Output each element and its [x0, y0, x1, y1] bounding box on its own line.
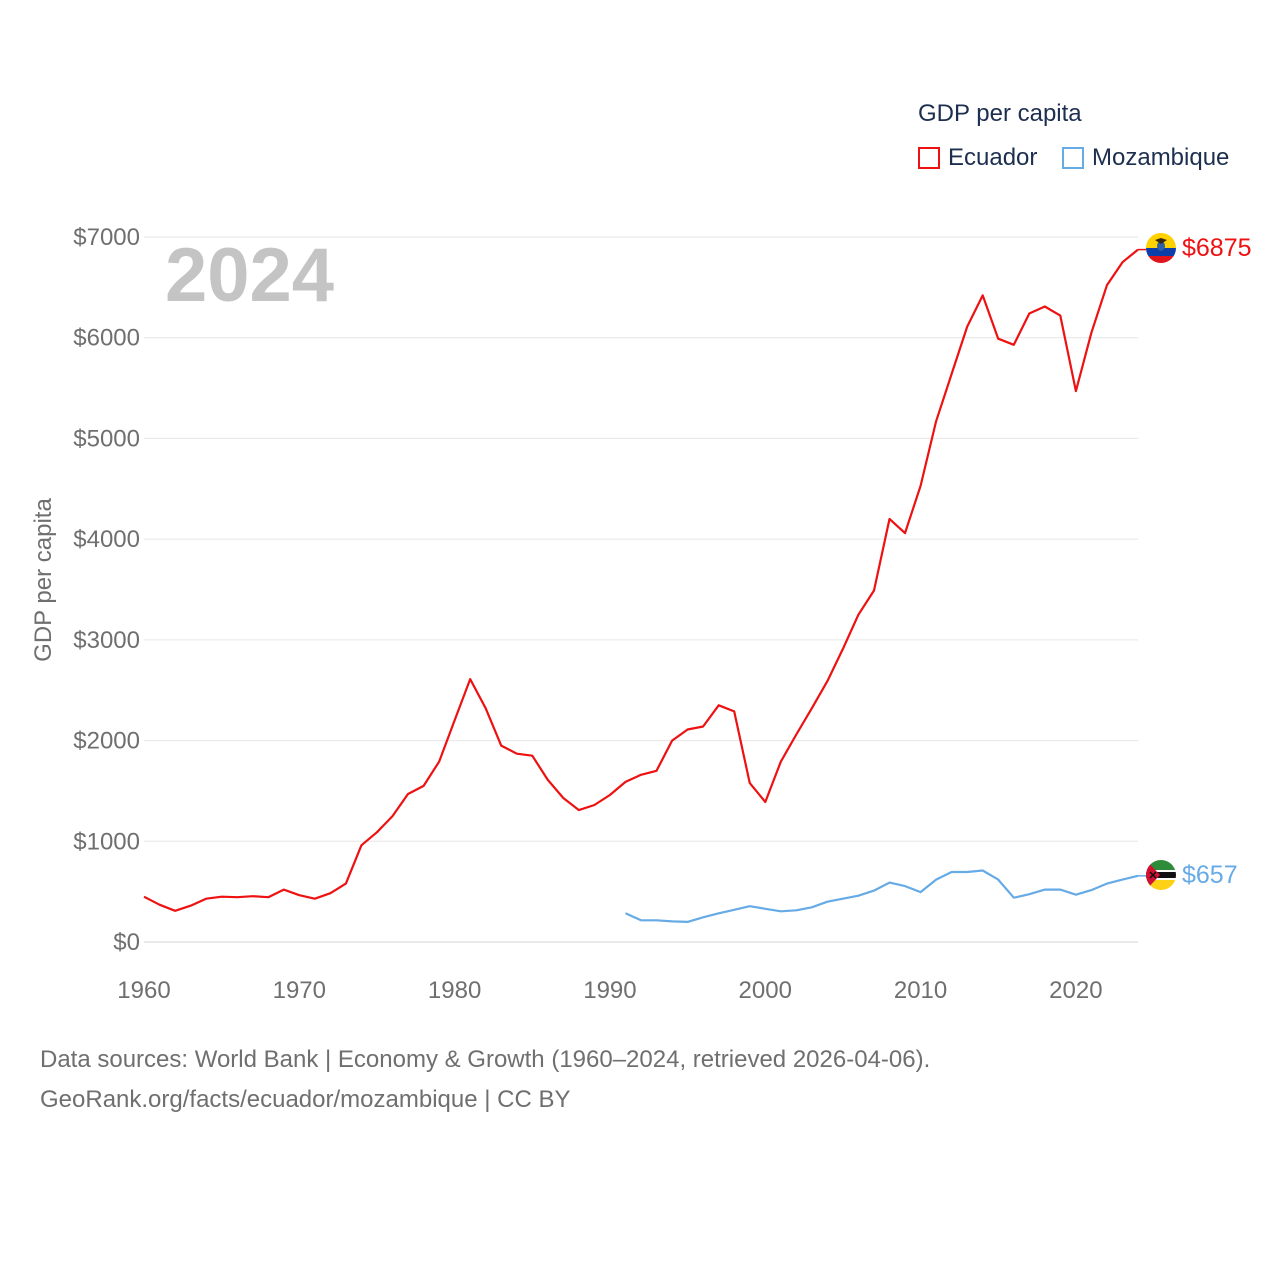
- legend-swatch-ecuador: [918, 147, 940, 169]
- x-tick-label: 1990: [583, 977, 636, 1004]
- series-line-mozambique: [625, 869, 1139, 923]
- ecuador-flag-icon: [1146, 233, 1176, 263]
- legend-swatch-mozambique: [1062, 147, 1084, 169]
- y-tick-label: $7000: [73, 224, 140, 251]
- x-axis: 1960 1970 1980 1990 2000 2010 2020: [117, 977, 1102, 1004]
- legend-label-mozambique: Mozambique: [1092, 144, 1230, 171]
- legend-item-mozambique[interactable]: Mozambique: [1062, 144, 1229, 172]
- current-year-label: 2024: [165, 233, 335, 318]
- x-tick-label: 2010: [894, 977, 947, 1004]
- x-tick-label: 1970: [273, 977, 326, 1004]
- end-label-mozambique: $657: [1182, 861, 1238, 889]
- x-tick-label: 1960: [117, 977, 170, 1004]
- y-tick-label: $4000: [73, 526, 140, 553]
- y-tick-label: $2000: [73, 728, 140, 755]
- y-tick-label: $6000: [73, 325, 140, 352]
- y-axis: $0 $1000 $2000 $3000 $4000 $5000 $6000 $7000: [73, 224, 140, 956]
- footer-sources: Data sources: World Bank | Economy & Gro…: [40, 1046, 931, 1073]
- y-axis-label: GDP per capita: [30, 498, 57, 662]
- x-tick-label: 2020: [1049, 977, 1102, 1004]
- end-label-ecuador: $6875: [1182, 234, 1252, 262]
- y-tick-label: $5000: [73, 425, 140, 452]
- mozambique-flag-icon: [1146, 860, 1176, 890]
- legend-title: GDP per capita: [918, 100, 1082, 127]
- footer-attribution: GeoRank.org/facts/ecuador/mozambique | C…: [40, 1086, 571, 1113]
- y-tick-label: $1000: [73, 828, 140, 855]
- legend-item-ecuador[interactable]: Ecuador: [918, 144, 1037, 172]
- x-tick-label: 2000: [739, 977, 792, 1004]
- y-tick-label: $3000: [73, 627, 140, 654]
- y-tick-label: $0: [113, 929, 140, 956]
- series-line-ecuador: [143, 248, 1139, 912]
- legend-label-ecuador: Ecuador: [948, 144, 1038, 171]
- gridlines: [144, 236, 1138, 842]
- x-tick-label: 1980: [428, 977, 481, 1004]
